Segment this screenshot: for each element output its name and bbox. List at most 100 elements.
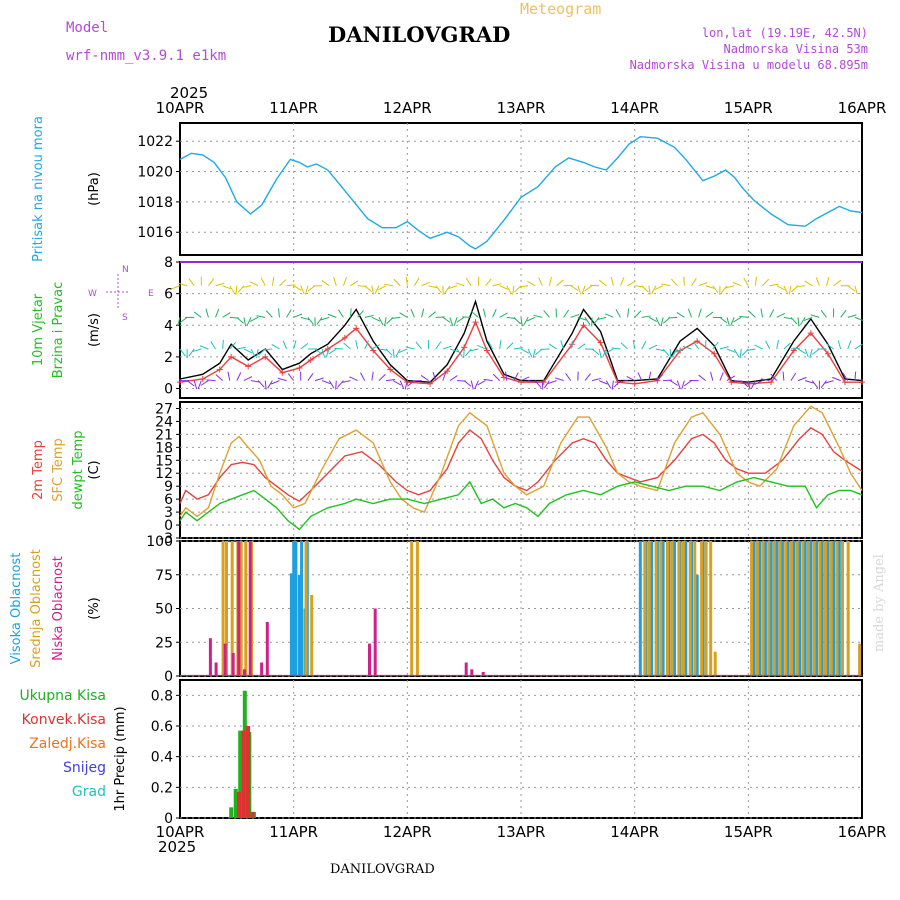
wind-barb [499, 339, 502, 350]
wind-barb [392, 380, 402, 386]
x-tick-label-bottom: 11APR [269, 823, 318, 841]
wind-barb [797, 348, 806, 355]
wind-barb [171, 285, 181, 290]
lonlat-label: lon,lat (19.19E, 42.5N) [701, 26, 868, 40]
wind-barb [854, 316, 864, 322]
wind-barb [597, 316, 607, 321]
legend-item-3: Snijeg [63, 760, 106, 776]
wind-barb [222, 312, 231, 318]
wind-barb [442, 316, 451, 323]
x-tick-label-bottom: 14APR [610, 823, 659, 841]
wind-barb [760, 308, 764, 318]
wind-barb [627, 280, 636, 287]
wind-barb [663, 379, 673, 382]
bar-clouds-1 [654, 541, 658, 676]
wind-barb [485, 278, 492, 287]
wind-barb [591, 377, 601, 382]
wind-barb [305, 285, 309, 295]
y-tick-label: 1016 [137, 225, 173, 241]
wind-barb [243, 376, 253, 382]
bar-clouds-1 [824, 541, 827, 676]
wind-barb [770, 373, 778, 381]
wind-barb [456, 348, 463, 357]
bar-clouds-0 [695, 574, 699, 677]
wind-marker [307, 357, 314, 364]
wind-barb [732, 281, 742, 287]
wind-barb [364, 285, 372, 293]
y-axis-label: 2m Temp [31, 440, 46, 500]
wind-barb [748, 310, 756, 318]
wind-barb [320, 316, 330, 321]
wind-marker [654, 377, 661, 384]
wind-barb [463, 380, 472, 387]
wind-barb [598, 348, 602, 358]
legend-item-4: Grad [72, 784, 106, 800]
wind-barb [410, 308, 415, 318]
x-tick-label-top: 13APR [497, 99, 546, 117]
bar-clouds-0 [752, 541, 756, 676]
bar-clouds-2 [208, 638, 212, 676]
wind-barb [662, 348, 670, 357]
y-axis-label: dewpt Temp [71, 430, 86, 509]
wind-barb [243, 317, 247, 327]
bar-clouds-0 [803, 541, 807, 676]
panel-temperature [176, 401, 863, 539]
y-tick-label: 25 [155, 635, 173, 651]
wind-barb [783, 342, 791, 350]
bar-clouds-1 [693, 541, 697, 676]
wind-marker [324, 345, 331, 352]
wind-barb [449, 317, 454, 327]
series-line-wind-1 [179, 320, 862, 385]
wind-barb [391, 316, 401, 319]
wind-barb [277, 377, 287, 382]
wind-barb [692, 341, 700, 350]
bar-clouds-0 [809, 541, 813, 676]
compass-w: W [88, 289, 97, 299]
wind-barb [243, 348, 253, 354]
bar-clouds-0 [780, 541, 784, 676]
y-axis-label: 10m Vjetar [31, 293, 46, 366]
meteogram-label: Meteogram [520, 0, 602, 18]
wind-barb [246, 317, 252, 326]
wind-barb [739, 348, 742, 358]
wind-barb [477, 344, 486, 350]
y-tick-label: 0.6 [151, 719, 173, 735]
wind-barb [384, 317, 387, 327]
wind-barb [676, 312, 685, 318]
wind-barb [206, 379, 216, 382]
wind-barb [854, 285, 858, 295]
wind-marker [228, 353, 235, 360]
wind-barb [825, 276, 830, 286]
wind-barb [249, 281, 259, 287]
wind-barb [229, 285, 235, 294]
wind-barb [205, 308, 209, 318]
y-tick-label: 21 [155, 427, 173, 443]
wind-barb [527, 380, 537, 384]
wind-barb [669, 348, 672, 358]
bar-precipitation-1 [250, 811, 255, 818]
bar-clouds-1 [812, 541, 816, 676]
wind-barb [719, 372, 724, 381]
compass-s: S [122, 313, 128, 323]
wind-marker [444, 368, 451, 375]
wind-barb [769, 283, 779, 287]
wind-barb [264, 380, 267, 390]
wind-barb [421, 281, 431, 287]
wind-barb [641, 315, 651, 318]
wind-barb [456, 316, 465, 323]
wind-barb [483, 378, 493, 382]
bar-clouds-1 [666, 541, 669, 676]
wind-barb [249, 316, 259, 322]
wind-barb [719, 316, 728, 324]
wind-barb [533, 314, 543, 318]
wind-barb [271, 276, 275, 286]
bar-clouds-0 [650, 541, 654, 676]
wind-barb [193, 311, 202, 318]
wind-barb [487, 340, 494, 350]
wind-barb [534, 380, 542, 388]
bar-clouds-2 [231, 653, 235, 676]
elevation-label: Nadmorska Visina 53m [723, 42, 869, 56]
wind-barb [805, 380, 814, 384]
